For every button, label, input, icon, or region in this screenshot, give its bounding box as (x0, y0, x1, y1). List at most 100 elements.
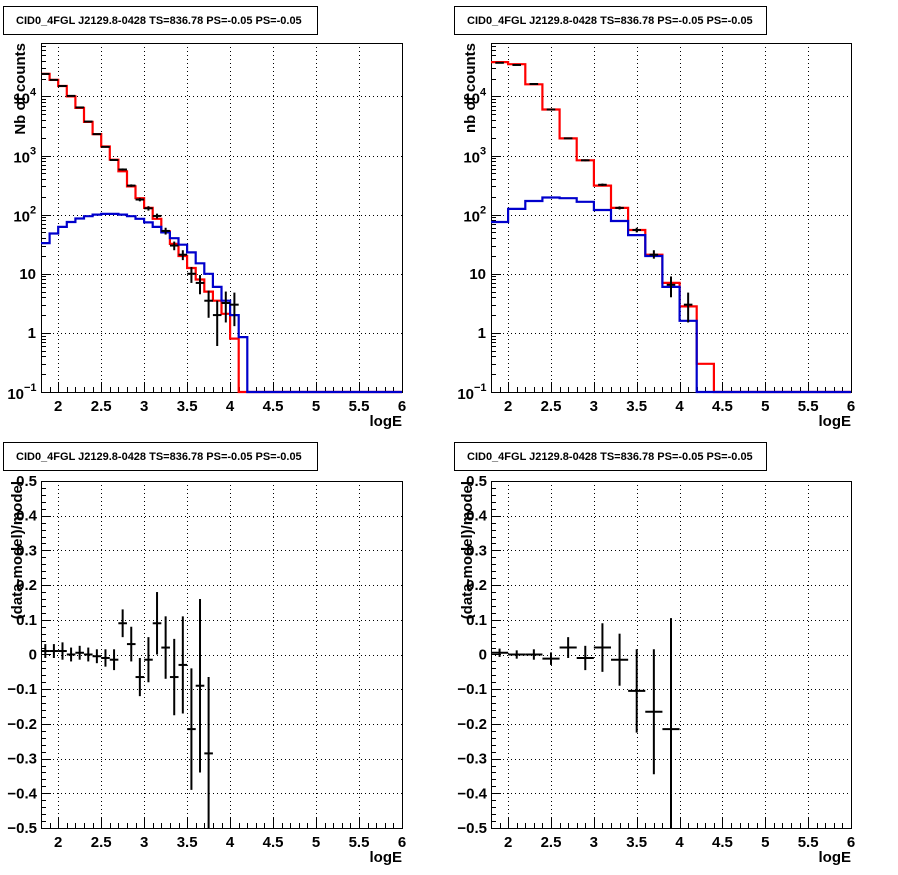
data-point (49, 78, 59, 81)
x-axis-ticks (41, 818, 403, 828)
x-tick-label: 5.5 (798, 834, 819, 851)
data-point (118, 609, 127, 638)
y-tick-exponent: 3 (480, 146, 486, 158)
x-tick-label: 6 (398, 834, 406, 851)
data-point (212, 300, 222, 346)
x-tick-label: 5 (312, 398, 320, 415)
x-axis-label: logE (370, 413, 403, 430)
source_model-histogram (41, 212, 402, 394)
y-tick-exponent: 4 (30, 86, 37, 98)
data-point (58, 642, 67, 660)
x-tick-label: 4.5 (712, 834, 733, 851)
x-tick-label: 4.5 (712, 398, 733, 415)
data-point (126, 626, 136, 662)
data-point (144, 206, 153, 211)
x-tick-label: 3 (140, 398, 148, 415)
y-tick-label: 10 (463, 150, 480, 167)
x-axis-ticks (491, 818, 852, 828)
y-tick-label: 1 (28, 325, 36, 342)
data-point (152, 213, 162, 219)
y-tick-label: 0 (29, 647, 37, 664)
data-points (41, 72, 239, 346)
data-point (75, 106, 84, 109)
title-box (454, 442, 767, 471)
data-point (101, 649, 110, 667)
x-tick-label: 5.5 (349, 834, 370, 851)
x-tick-label: 4.5 (263, 398, 284, 415)
y-tick-label: 0.2 (466, 577, 487, 594)
grid (41, 481, 403, 829)
x-tick-label: 3 (590, 398, 598, 415)
data-point (83, 647, 93, 662)
y-tick-label: 0.4 (466, 508, 488, 525)
data-point (109, 158, 119, 161)
source_model-histogram (491, 196, 851, 394)
y-tick-label: 0.2 (16, 577, 37, 594)
data-point (118, 168, 127, 171)
y-tick-label: −0.1 (457, 681, 487, 698)
data-point (144, 637, 153, 683)
data-point (178, 616, 188, 714)
data-point (41, 644, 50, 658)
y-axis-ticks (491, 43, 501, 393)
x-tick-label: 2.5 (541, 834, 562, 851)
data-point (135, 657, 145, 697)
y-axis-ticks (41, 43, 51, 393)
data-point (135, 197, 145, 202)
x-axis-label: logE (819, 413, 852, 430)
y-tick-label: 0.3 (16, 542, 37, 559)
data-point (529, 83, 539, 86)
y-tick-label: 10 (13, 209, 30, 226)
x-tick-label: 2.5 (541, 398, 562, 415)
y-axis-label: (data-model)/model (459, 481, 476, 619)
data-point (563, 137, 573, 140)
x-tick-label: 4.5 (263, 834, 284, 851)
data-point (628, 649, 646, 733)
plot-frame (41, 43, 403, 393)
panel-2: CID0_4FGL J2129.8-0428 TS=836.78 PS=-0.0… (454, 6, 855, 430)
data-point (542, 652, 560, 665)
data-point (92, 649, 102, 664)
y-tick-exponent: −1 (24, 382, 37, 394)
x-tick-label: 3 (590, 834, 598, 851)
x-tick-label: 2 (54, 834, 62, 851)
y-tick-label: −0.5 (457, 820, 487, 837)
data-point (66, 647, 76, 662)
data-point (204, 677, 213, 828)
y-tick-label: 10 (469, 266, 486, 283)
y-tick-label: −0.5 (7, 820, 37, 837)
data-point (593, 623, 611, 672)
data-point (230, 292, 239, 327)
data-point (632, 227, 641, 233)
total_model-histogram (41, 72, 402, 394)
data-point (41, 72, 50, 75)
x-tick-label: 6 (398, 398, 406, 415)
data-point (161, 227, 170, 235)
x-tick-label: 3.5 (626, 834, 647, 851)
x-tick-label: 3.5 (626, 398, 647, 415)
panel-3: CID0_4FGL J2129.8-0428 TS=836.78 PS=-0.0… (3, 442, 406, 866)
y-tick-label: 10 (13, 90, 30, 107)
y-tick-label: 10 (463, 209, 480, 226)
data-point (83, 120, 93, 123)
y-tick-exponent: −1 (474, 382, 487, 394)
y-tick-label: 0.1 (16, 612, 37, 629)
x-tick-label: 6 (847, 834, 855, 851)
x-tick-label: 4 (226, 834, 235, 851)
data-point (178, 250, 188, 261)
total_model-histogram (491, 61, 851, 394)
x-tick-label: 3.5 (177, 398, 198, 415)
title-box (3, 6, 318, 35)
data-point (598, 183, 607, 187)
chart-title: CID0_4FGL J2129.8-0428 TS=836.78 PS=-0.0… (467, 451, 753, 463)
data-point (525, 649, 543, 660)
data-point (152, 592, 162, 655)
y-tick-label: 0.5 (466, 473, 487, 490)
data-point (101, 145, 110, 148)
data-point (126, 184, 136, 187)
panel-4: CID0_4FGL J2129.8-0428 TS=836.78 PS=-0.0… (454, 442, 855, 866)
y-tick-label: 0 (479, 647, 487, 664)
x-tick-label: 5 (312, 834, 320, 851)
data-point (649, 250, 659, 259)
y-tick-label: 10 (19, 266, 36, 283)
